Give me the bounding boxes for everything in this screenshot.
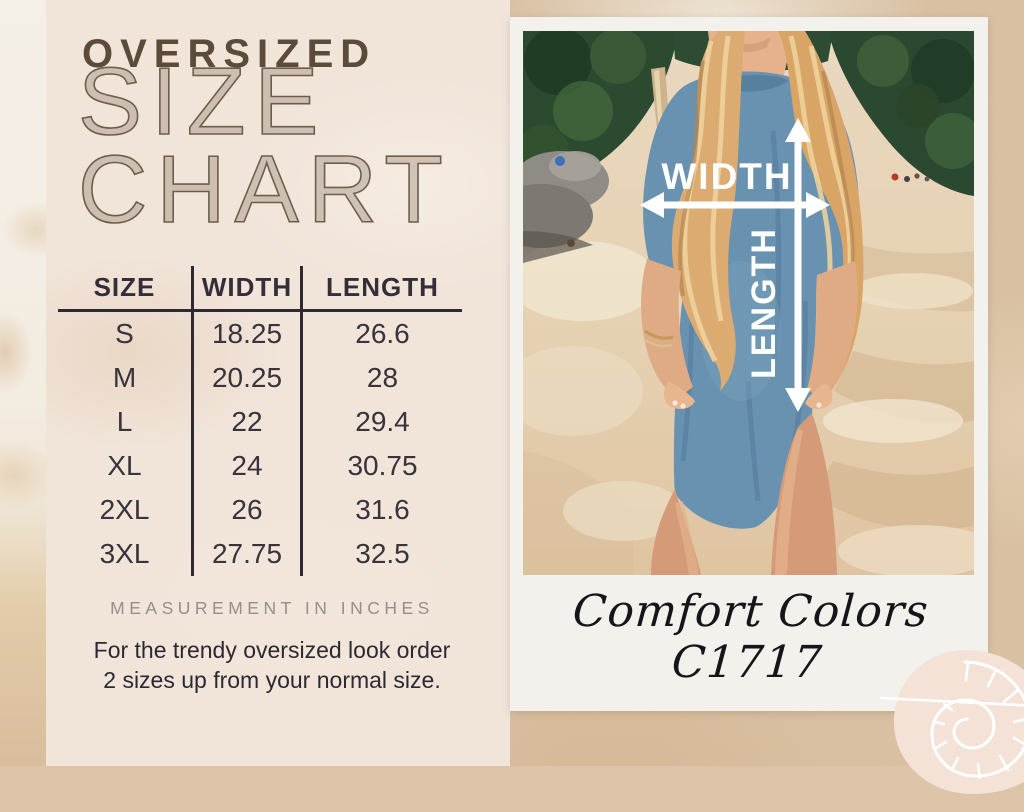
page-title: SIZE CHART <box>77 53 452 239</box>
table-cell: 22 <box>191 400 303 444</box>
measurement-note: MEASUREMENT IN INCHES <box>110 598 434 618</box>
table-cell: 30.75 <box>347 450 418 481</box>
table-row: 2XL <box>99 494 150 525</box>
table-cell: 29.4 <box>355 406 410 437</box>
measurement-arrows: WIDTH LENGTH <box>640 118 830 412</box>
advice-line1: For the trendy oversized look order <box>93 637 451 663</box>
table-cell: 27.75 <box>191 532 303 576</box>
beach-photo-illustration: WIDTH LENGTH <box>523 31 974 575</box>
table-cell: 31.6 <box>355 494 410 525</box>
arms <box>641 259 858 410</box>
size-table: SIZE WIDTH LENGTH S 18.25 26.6 M 20.25 2… <box>58 266 462 576</box>
length-label: LENGTH <box>745 227 783 379</box>
rocks <box>523 151 609 263</box>
polaroid-card: WIDTH LENGTH Comfort Colors C1717 <box>510 17 988 711</box>
table-cell: 20.25 <box>191 356 303 400</box>
table-row: S <box>115 318 134 349</box>
table-row: L <box>116 406 133 437</box>
column-header-width: WIDTH <box>191 266 303 312</box>
column-header-size: SIZE <box>58 266 191 312</box>
legs <box>651 413 837 575</box>
column-header-length: LENGTH <box>303 266 462 312</box>
table-row: M <box>112 362 137 393</box>
table-cell: 32.5 <box>355 538 410 569</box>
table-cell: 24 <box>191 444 303 488</box>
table-cell: 18.25 <box>191 312 303 356</box>
advice-line2: 2 sizes up from your normal size. <box>103 666 441 693</box>
nautilus-shell-icon <box>880 650 1024 794</box>
table-row: XL <box>107 450 142 481</box>
panel-eyebrow: OVERSIZED <box>82 32 377 76</box>
sizing-advice: For the trendy oversized look order 2 si… <box>46 636 498 695</box>
distant-people <box>891 173 930 182</box>
table-cell: 26 <box>191 488 303 532</box>
title-line-size: SIZE <box>77 48 328 155</box>
title-line-chart: CHART <box>77 136 452 243</box>
foam-edge <box>0 0 46 766</box>
table-cell: 28 <box>366 362 399 393</box>
width-label: WIDTH <box>661 156 792 197</box>
table-row: 3XL <box>99 538 150 569</box>
table-cell: 26.6 <box>355 318 410 349</box>
size-chart-panel <box>46 0 510 766</box>
product-photo: WIDTH LENGTH <box>523 31 974 575</box>
